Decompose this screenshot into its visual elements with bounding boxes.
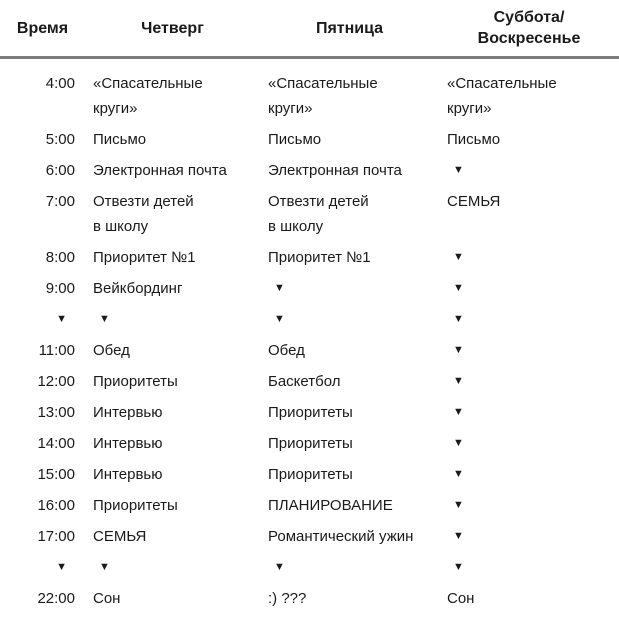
table-header-row: Время Четверг Пятница Суббота/ Воскресен… xyxy=(0,0,619,56)
cell-thursday: Интервью xyxy=(93,466,163,483)
table-row: ▼ ▼ ▼ ▼ xyxy=(0,552,619,583)
cell-friday: Отвезти детей в школу xyxy=(268,193,369,235)
cell-saturday-sunday: ▼ xyxy=(453,251,464,263)
cell-friday: Романтический ужин xyxy=(268,528,414,545)
cell-friday: Обед xyxy=(268,342,305,359)
cell-friday: Электронная почта xyxy=(268,162,402,179)
column-header-thursday: Четверг xyxy=(141,19,204,37)
cell-thursday: Обед xyxy=(93,342,130,359)
cell-time: 4:00 xyxy=(45,75,75,92)
cell-thursday: ▼ xyxy=(99,313,110,325)
cell-time: ▼ xyxy=(56,313,67,325)
table-row: 7:00 Отвезти детей в школу Отвезти детей… xyxy=(0,186,619,242)
cell-friday: Приоритеты xyxy=(268,466,353,483)
cell-thursday: Интервью xyxy=(93,404,163,421)
cell-thursday: ▼ xyxy=(99,561,110,573)
cell-thursday: Вейкбординг xyxy=(93,280,183,297)
table-row: 17:00 СЕМЬЯ Романтический ужин ▼ xyxy=(0,521,619,552)
table-row: 4:00 «Спасательные круги» «Спасательные … xyxy=(0,68,619,124)
cell-friday: Баскетбол xyxy=(268,373,341,390)
cell-saturday-sunday: ▼ xyxy=(453,530,464,542)
cell-thursday: Приоритеты xyxy=(93,497,178,514)
table-row: 22:00 Сон :) ??? Сон xyxy=(0,583,619,614)
table-row: 13:00 Интервью Приоритеты ▼ xyxy=(0,397,619,428)
cell-saturday-sunday: ▼ xyxy=(453,375,464,387)
cell-thursday: Отвезти детей в школу xyxy=(93,193,194,235)
cell-saturday-sunday: СЕМЬЯ xyxy=(447,193,501,210)
cell-saturday-sunday: ▼ xyxy=(453,499,464,511)
cell-saturday-sunday: ▼ xyxy=(453,468,464,480)
cell-saturday-sunday: ▼ xyxy=(453,406,464,418)
table-body: 4:00 «Спасательные круги» «Спасательные … xyxy=(0,59,619,614)
cell-thursday: Электронная почта xyxy=(93,162,227,179)
cell-time: 14:00 xyxy=(37,435,75,452)
table-row: 5:00 Письмо Письмо Письмо xyxy=(0,124,619,155)
cell-time: 5:00 xyxy=(45,131,75,148)
table-row: ▼ ▼ ▼ ▼ xyxy=(0,304,619,335)
table-row: 8:00 Приоритет №1 Приоритет №1 ▼ xyxy=(0,242,619,273)
cell-saturday-sunday: ▼ xyxy=(453,164,464,176)
cell-time: 12:00 xyxy=(37,373,75,390)
cell-thursday: Интервью xyxy=(93,435,163,452)
cell-thursday: Сон xyxy=(93,590,121,607)
table-row: 16:00 Приоритеты ПЛАНИРОВАНИЕ ▼ xyxy=(0,490,619,521)
cell-time: 16:00 xyxy=(37,497,75,514)
cell-friday: «Спасательные круги» xyxy=(268,75,378,117)
cell-time: 13:00 xyxy=(37,404,75,421)
header-separator-rule xyxy=(0,56,619,59)
cell-friday: Приоритеты xyxy=(268,404,353,421)
cell-thursday: Приоритеты xyxy=(93,373,178,390)
column-header-saturday-sunday: Суббота/ Воскресенье xyxy=(477,9,581,47)
cell-saturday-sunday: ▼ xyxy=(453,313,464,325)
cell-time: 22:00 xyxy=(37,590,75,607)
cell-thursday: Письмо xyxy=(93,131,147,148)
table-row: 9:00 Вейкбординг ▼ ▼ xyxy=(0,273,619,304)
table-row: 11:00 Обед Обед ▼ xyxy=(0,335,619,366)
cell-friday: ▼ xyxy=(274,561,285,573)
cell-saturday-sunday: Сон xyxy=(447,590,475,607)
cell-saturday-sunday: Письмо xyxy=(447,131,501,148)
column-header-friday: Пятница xyxy=(315,19,384,37)
cell-thursday: Приоритет №1 xyxy=(93,249,196,266)
cell-friday: ▼ xyxy=(274,313,285,325)
table-row: 14:00 Интервью Приоритеты ▼ xyxy=(0,428,619,459)
cell-time: 8:00 xyxy=(45,249,75,266)
cell-time: 17:00 xyxy=(37,528,75,545)
cell-friday: Приоритеты xyxy=(268,435,353,452)
cell-friday: :) ??? xyxy=(268,590,307,607)
cell-thursday: СЕМЬЯ xyxy=(93,528,147,545)
cell-time: 9:00 xyxy=(45,280,75,297)
cell-time: 7:00 xyxy=(45,193,75,210)
cell-time: ▼ xyxy=(56,561,67,573)
cell-time: 6:00 xyxy=(45,162,75,179)
table-row: 6:00 Электронная почта Электронная почта… xyxy=(0,155,619,186)
cell-saturday-sunday: ▼ xyxy=(453,561,464,573)
cell-friday: ▼ xyxy=(274,282,285,294)
column-header-time: Время xyxy=(16,19,69,37)
table-row: 15:00 Интервью Приоритеты ▼ xyxy=(0,459,619,490)
cell-time: 15:00 xyxy=(37,466,75,483)
cell-friday: Письмо xyxy=(268,131,322,148)
cell-time: 11:00 xyxy=(38,342,75,359)
table-row: 12:00 Приоритеты Баскетбол ▼ xyxy=(0,366,619,397)
cell-saturday-sunday: «Спасательные круги» xyxy=(447,75,557,117)
cell-saturday-sunday: ▼ xyxy=(453,437,464,449)
cell-thursday: «Спасательные круги» xyxy=(93,75,203,117)
cell-friday: ПЛАНИРОВАНИЕ xyxy=(268,497,393,514)
cell-saturday-sunday: ▼ xyxy=(453,282,464,294)
cell-saturday-sunday: ▼ xyxy=(453,344,464,356)
cell-friday: Приоритет №1 xyxy=(268,249,371,266)
